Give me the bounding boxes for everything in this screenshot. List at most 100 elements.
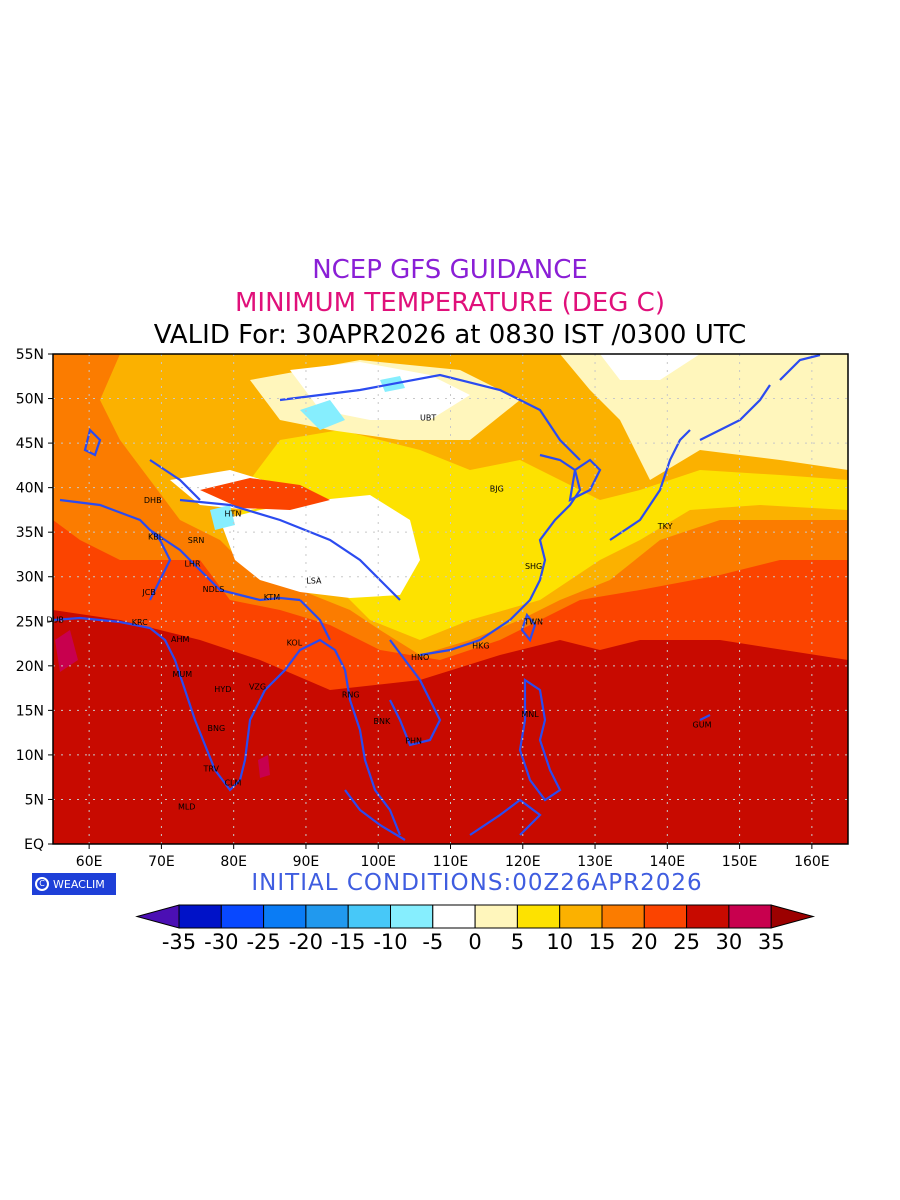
colorbar-swatch bbox=[686, 904, 730, 929]
city-rng: RNG bbox=[342, 690, 360, 699]
city-mld: MLD bbox=[178, 803, 196, 812]
logo-label: WEACLIM bbox=[53, 877, 105, 891]
colorbar-swatch bbox=[728, 904, 772, 929]
city-dhb: DHB bbox=[144, 496, 162, 505]
city-ubt: UBT bbox=[420, 413, 436, 422]
city-mnl: MNL bbox=[521, 710, 539, 719]
title-valid-time: VALID For: 30APR2026 at 0830 IST /0300 U… bbox=[153, 320, 747, 350]
title-model: NCEP GFS GUIDANCE bbox=[312, 255, 588, 285]
city-tky: TKY bbox=[657, 522, 673, 531]
city-hkg: HKG bbox=[472, 641, 489, 650]
lon-label: 70E bbox=[148, 854, 175, 870]
lon-label: 90E bbox=[293, 854, 320, 870]
lon-label: 130E bbox=[577, 854, 613, 870]
city-phn: PHN bbox=[405, 737, 422, 746]
city-twn: TWN bbox=[523, 617, 543, 626]
lon-label: 60E bbox=[76, 854, 103, 870]
initial-conditions: INITIAL CONDITIONS:00Z26APR2026 bbox=[251, 870, 703, 896]
colorbar-label: 20 bbox=[631, 930, 658, 954]
city-htn: HTN bbox=[225, 509, 242, 518]
city-gum: GUM bbox=[693, 721, 712, 730]
city-clm: CLM bbox=[224, 779, 241, 788]
colorbar-label: -25 bbox=[246, 930, 280, 954]
colorbar-swatch bbox=[601, 904, 645, 929]
city-srn: SRN bbox=[188, 536, 205, 545]
city-jcb: JCB bbox=[141, 588, 155, 597]
colorbar-label: 35 bbox=[758, 930, 785, 954]
colorbar-label: -15 bbox=[331, 930, 365, 954]
lat-label: 10N bbox=[16, 748, 44, 764]
colorbar-swatch bbox=[305, 904, 349, 929]
city-bng: BNG bbox=[208, 724, 226, 733]
lat-label: 15N bbox=[16, 703, 44, 719]
colorbar-label: -30 bbox=[204, 930, 238, 954]
city-dub: DUB bbox=[46, 615, 64, 624]
latitude-axis: 55N 50N 45N 40N 35N 30N 25N 20N 15N 10N 5N EQ bbox=[16, 347, 53, 853]
lon-label: 110E bbox=[433, 854, 469, 870]
colorbar-label: -10 bbox=[373, 930, 407, 954]
city-shg: SHG bbox=[525, 562, 542, 571]
coastline-borders bbox=[53, 354, 821, 841]
city-lhr: LHR bbox=[184, 559, 200, 568]
lon-label: 120E bbox=[505, 854, 541, 870]
colorbar-swatch bbox=[263, 904, 307, 929]
colorbar-label: -5 bbox=[422, 930, 443, 954]
colorbar-swatch bbox=[516, 904, 561, 929]
lon-label: 80E bbox=[220, 854, 247, 870]
city-hno: HNO bbox=[411, 653, 429, 662]
lon-label: 160E bbox=[794, 854, 830, 870]
colorbar-label: 5 bbox=[511, 930, 524, 954]
lon-label: 140E bbox=[650, 854, 686, 870]
lat-label: 50N bbox=[16, 392, 44, 408]
colorbar-arrow-low bbox=[135, 904, 180, 929]
weaclim-logo: C WEACLIM bbox=[32, 873, 116, 895]
city-bnk: BNK bbox=[373, 717, 390, 726]
city-vzg: VZG bbox=[249, 682, 266, 691]
colorbar-label: 30 bbox=[716, 930, 743, 954]
title-variable: MINIMUM TEMPERATURE (DEG C) bbox=[235, 288, 665, 318]
colorbar-label: 0 bbox=[468, 930, 481, 954]
lat-label: 5N bbox=[25, 792, 44, 808]
lon-label: 100E bbox=[360, 854, 396, 870]
lon-label: 150E bbox=[722, 854, 758, 870]
colorbar-swatch bbox=[347, 904, 392, 929]
city-labels: UBT BJG DHB HTN KBL SRN TKY LHR SHG LSA JCB NDLS KTM… bbox=[46, 413, 711, 811]
colorbar-label: -20 bbox=[289, 930, 323, 954]
colorbar-label: -35 bbox=[162, 930, 196, 954]
lat-label: 55N bbox=[16, 347, 44, 363]
city-kbl: KBL bbox=[148, 533, 164, 542]
copyright-icon: C bbox=[35, 877, 49, 891]
colorbar-swatch bbox=[432, 904, 476, 929]
colorbar-swatch bbox=[390, 904, 434, 929]
lat-label: EQ bbox=[24, 837, 44, 853]
city-mum: MUM bbox=[173, 670, 193, 679]
colorbar-arrow-high bbox=[770, 904, 816, 929]
colorbar-swatch bbox=[643, 904, 688, 929]
city-kol: KOL bbox=[287, 639, 303, 648]
colorbar-swatch bbox=[559, 904, 603, 929]
colorbar-label: 25 bbox=[673, 930, 700, 954]
lat-label: 25N bbox=[16, 614, 44, 630]
city-ktm: KTM bbox=[264, 593, 281, 602]
lat-label: 20N bbox=[16, 659, 44, 675]
city-krc: KRC bbox=[132, 618, 148, 627]
lat-label: 40N bbox=[16, 481, 44, 497]
city-bjg: BJG bbox=[490, 485, 504, 494]
city-hyd: HYD bbox=[214, 685, 231, 694]
city-trv: TRV bbox=[203, 764, 220, 773]
colorbar-swatch bbox=[178, 904, 222, 929]
lat-label: 45N bbox=[16, 436, 44, 452]
colorbar-swatch bbox=[474, 904, 518, 929]
city-ahm: AHM bbox=[171, 635, 189, 644]
gridlines bbox=[53, 354, 848, 844]
lat-label: 30N bbox=[16, 570, 44, 586]
city-lsa: LSA bbox=[306, 576, 322, 585]
lat-label: 35N bbox=[16, 525, 44, 541]
colorbar-swatch bbox=[220, 904, 265, 929]
colorbar-label: 10 bbox=[546, 930, 573, 954]
colorbar: -35 -30 -25 -20 -15 -10 -5 0 5 10 15 20 25 30 35 bbox=[135, 904, 816, 954]
city-ndls: NDLS bbox=[203, 585, 225, 594]
longitude-axis: 60E 70E 80E 90E 100E 110E 120E 130E 140E 150E 160E bbox=[76, 844, 830, 870]
colorbar-label: 15 bbox=[589, 930, 616, 954]
